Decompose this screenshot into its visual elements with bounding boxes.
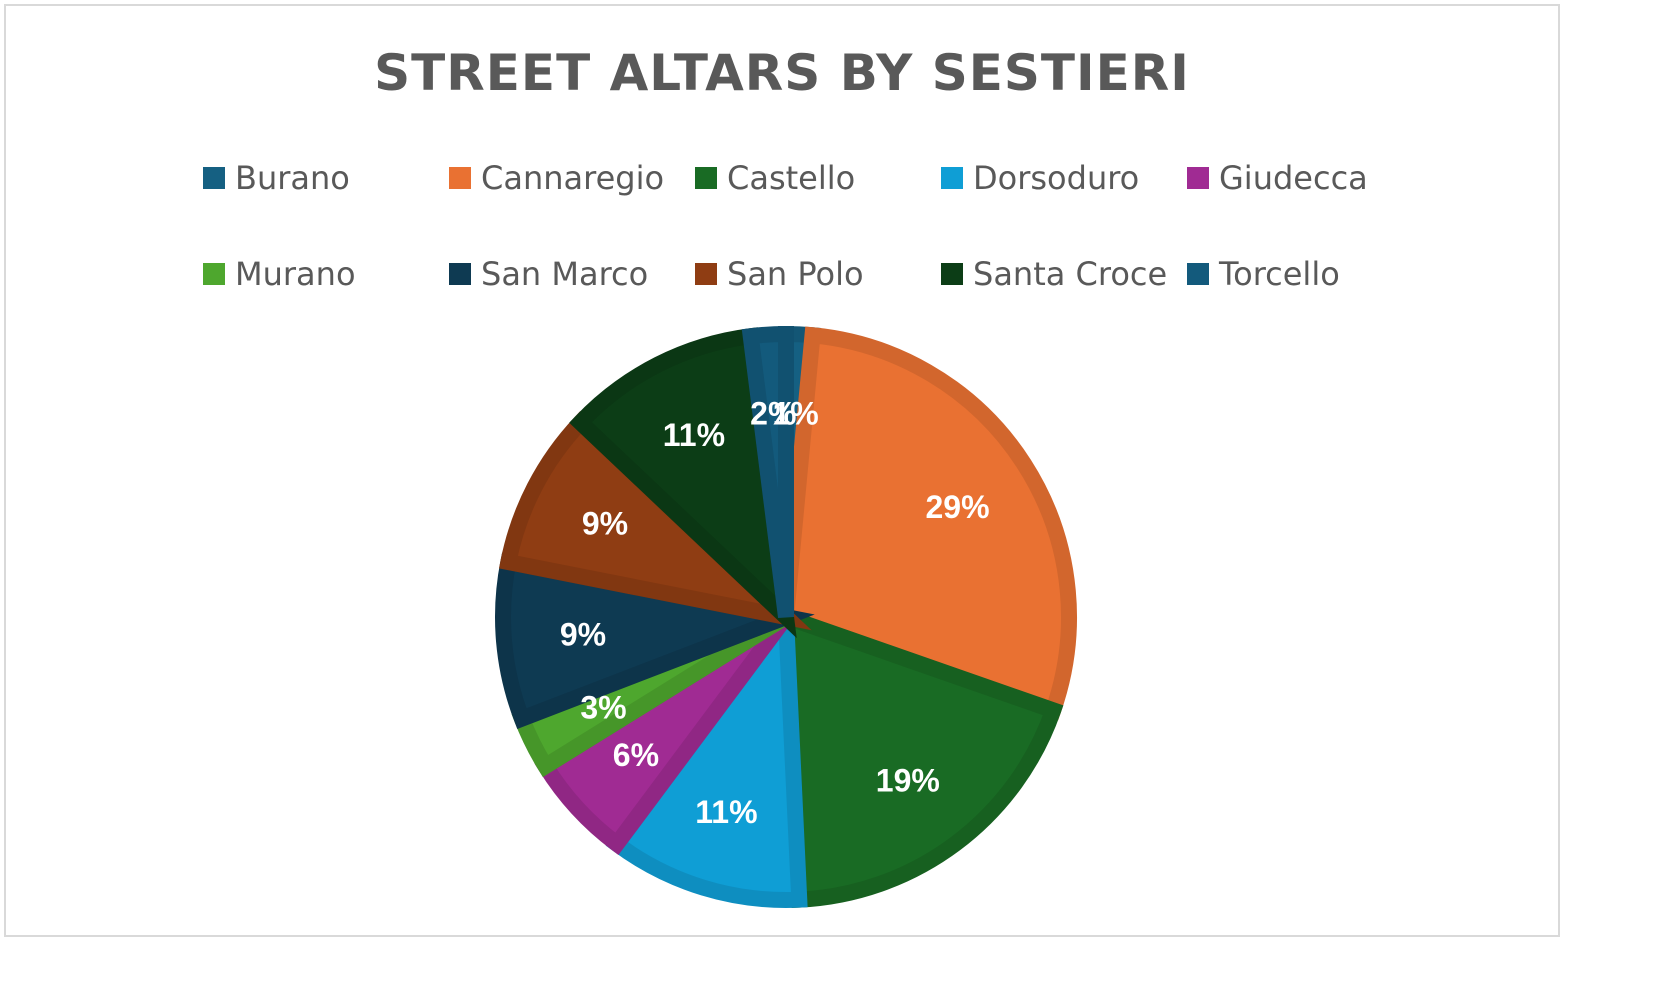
legend: Burano Cannaregio Castello Dorsoduro Giudecc… bbox=[203, 152, 1433, 344]
legend-swatch bbox=[941, 263, 963, 285]
legend-swatch bbox=[449, 263, 471, 285]
data-label: 6% bbox=[613, 737, 659, 773]
legend-label: Castello bbox=[727, 159, 856, 197]
data-label: 29% bbox=[925, 489, 989, 525]
data-label: 1% bbox=[772, 396, 818, 432]
legend-item: Torcello bbox=[1187, 248, 1433, 300]
data-label: 19% bbox=[876, 762, 940, 798]
legend-swatch bbox=[695, 263, 717, 285]
pie-slice-santa-croce bbox=[569, 327, 797, 639]
legend-item: Giudecca bbox=[1187, 152, 1433, 204]
legend-label: Burano bbox=[235, 159, 350, 197]
legend-swatch bbox=[203, 263, 225, 285]
legend-item: Murano bbox=[203, 248, 449, 300]
legend-swatch bbox=[449, 167, 471, 189]
data-label: 3% bbox=[580, 690, 626, 726]
legend-item: Dorsoduro bbox=[941, 152, 1187, 204]
legend-item: Santa Croce bbox=[941, 248, 1187, 300]
legend-label: San Marco bbox=[481, 255, 649, 293]
legend-swatch bbox=[203, 167, 225, 189]
pie-slice-san-marco bbox=[495, 552, 815, 729]
data-label: 9% bbox=[582, 506, 628, 542]
legend-label: Torcello bbox=[1219, 255, 1340, 293]
legend-swatch bbox=[1187, 167, 1209, 189]
pie-slice-cannaregio bbox=[777, 326, 1077, 721]
pie-slice-castello bbox=[777, 605, 1064, 909]
legend-label: Dorsoduro bbox=[973, 159, 1140, 197]
data-label: 9% bbox=[560, 617, 606, 653]
legend-label: Cannaregio bbox=[481, 159, 665, 197]
legend-label: Murano bbox=[235, 255, 356, 293]
legend-label: San Polo bbox=[727, 255, 864, 293]
data-label: 2% bbox=[750, 396, 796, 432]
pie-slice-torcello bbox=[741, 325, 794, 618]
legend-swatch bbox=[941, 167, 963, 189]
pie-slice-dorsoduro bbox=[605, 594, 808, 908]
legend-label: Giudecca bbox=[1219, 159, 1368, 197]
legend-item: Burano bbox=[203, 152, 449, 204]
data-label: 11% bbox=[663, 417, 725, 453]
legend-item: Cannaregio bbox=[449, 152, 695, 204]
legend-item: San Marco bbox=[449, 248, 695, 300]
legend-swatch bbox=[695, 167, 717, 189]
legend-swatch bbox=[1187, 263, 1209, 285]
legend-item: Castello bbox=[695, 152, 941, 204]
chart-title: STREET ALTARS BY SESTIERI bbox=[374, 44, 1190, 102]
data-label: 11% bbox=[695, 794, 757, 830]
legend-label: Santa Croce bbox=[973, 255, 1168, 293]
legend-item: San Polo bbox=[695, 248, 941, 300]
pie-slice-san-polo bbox=[498, 411, 812, 631]
